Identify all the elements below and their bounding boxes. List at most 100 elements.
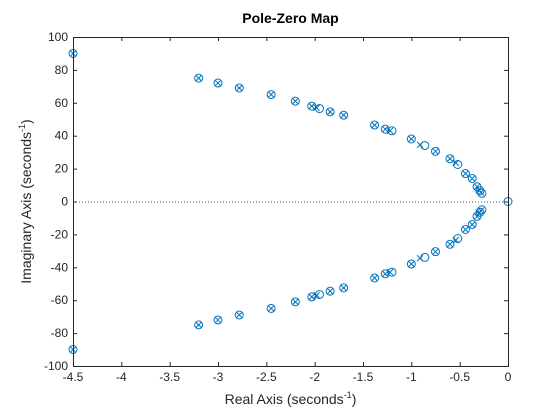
pole-marker [340, 284, 348, 292]
pole-marker [462, 170, 469, 177]
x-tick-label: -4.5 [63, 370, 84, 384]
pole-marker [308, 293, 316, 301]
zero-marker [339, 110, 349, 120]
y-tick-label: 60 [55, 96, 69, 110]
zero-marker [213, 78, 223, 88]
zero-marker [460, 224, 470, 234]
pole-marker [371, 274, 378, 282]
x-tick-label: -1 [406, 370, 417, 384]
y-tick-label: 80 [55, 63, 69, 77]
x-axis-label-sup: -1 [344, 390, 352, 400]
y-axis-label: Imaginary Axis (seconds-1) [17, 119, 34, 283]
y-tick-label: -40 [51, 260, 69, 274]
y-tick-label: -20 [51, 227, 69, 241]
zero-marker [380, 124, 390, 134]
zero-marker [194, 73, 204, 83]
zero-marker [387, 126, 397, 136]
zero-marker [420, 141, 430, 151]
zero-marker [290, 96, 300, 106]
zero-marker [325, 286, 335, 296]
pole-marker [267, 305, 275, 312]
zero-marker [477, 205, 487, 215]
pole-marker [313, 291, 320, 299]
x-tick-label: -3.5 [159, 370, 180, 384]
pole-marker [326, 108, 334, 116]
pole-marker [195, 74, 203, 82]
zero-marker [266, 90, 276, 100]
marker-layer [68, 48, 513, 355]
pole-marker [340, 111, 348, 119]
pole-marker [267, 91, 275, 98]
x-ticks: -4.5 -4 -3.5 -3 -2.5 -2 -1.5 -1 -0.5 0 [63, 37, 512, 384]
pole-marker [446, 155, 454, 163]
pole-marker [432, 147, 439, 155]
y-tick-label: -100 [44, 359, 68, 373]
zero-marker [453, 234, 463, 244]
y-tick-label: 20 [55, 162, 69, 176]
pole-marker [291, 97, 299, 105]
zero-marker [467, 220, 477, 230]
x-tick-label: -0.5 [449, 370, 470, 384]
pole-marker [473, 183, 481, 191]
pole-marker [407, 260, 415, 268]
zero-marker [475, 207, 485, 217]
y-tick-label: 40 [55, 129, 69, 143]
x-tick-label: -1.5 [353, 370, 374, 384]
zero-marker [460, 169, 470, 179]
y-tick-label: 100 [48, 30, 68, 44]
zero-marker [431, 146, 440, 156]
pole-marker [468, 221, 476, 228]
pole-marker [313, 104, 320, 112]
zero-marker [315, 289, 324, 299]
zero-marker [445, 239, 455, 249]
zero-marker [406, 259, 416, 269]
zero-marker [290, 297, 300, 307]
pole-marker [214, 316, 222, 324]
pole-marker [308, 102, 316, 110]
zero-marker [445, 154, 455, 164]
x-axis-label-text: Real Axis (seconds [225, 391, 344, 407]
x-tick-label: 0 [505, 370, 512, 384]
zero-marker [234, 310, 244, 320]
pole-marker [381, 125, 389, 133]
zero-marker [266, 303, 276, 313]
pole-marker [326, 287, 334, 295]
x-tick-label: -3 [213, 370, 224, 384]
pole-marker [291, 298, 299, 306]
y-axis-label-sup: -1 [17, 124, 27, 132]
zero-marker [475, 186, 485, 196]
zero-marker [325, 107, 335, 117]
zero-marker [194, 320, 204, 330]
zero-marker [420, 252, 430, 262]
y-axis-label-text: Imaginary Axis (seconds [18, 132, 34, 284]
pole-marker [381, 270, 389, 278]
pole-marker [214, 79, 222, 87]
zero-marker [453, 159, 463, 169]
x-tick-label: -4 [116, 370, 127, 384]
pole-marker [235, 84, 243, 92]
x-axis-label: Real Axis (seconds-1) [225, 390, 357, 407]
zero-marker [234, 83, 244, 93]
pole-marker [235, 311, 243, 319]
y-tick-label: -60 [51, 293, 69, 307]
x-axis-label-close: ) [352, 391, 357, 407]
y-tick-label: -80 [51, 326, 69, 340]
pole-marker [371, 121, 378, 129]
y-axis-label-close: ) [18, 119, 34, 124]
pole-marker [432, 248, 439, 256]
x-tick-label: -2.5 [256, 370, 277, 384]
zero-marker [315, 104, 324, 114]
zero-marker [370, 120, 380, 130]
zero-marker [467, 173, 477, 183]
zero-marker [431, 247, 440, 257]
zero-marker [370, 273, 380, 283]
pole-marker [407, 135, 415, 143]
pole-marker [473, 212, 481, 220]
y-tick-label: 0 [61, 195, 68, 209]
pole-marker [462, 226, 469, 233]
y-ticks: -100 -80 -60 -40 -20 0 20 40 60 80 100 [44, 30, 508, 373]
zero-marker [380, 269, 390, 279]
zero-marker [213, 315, 223, 325]
